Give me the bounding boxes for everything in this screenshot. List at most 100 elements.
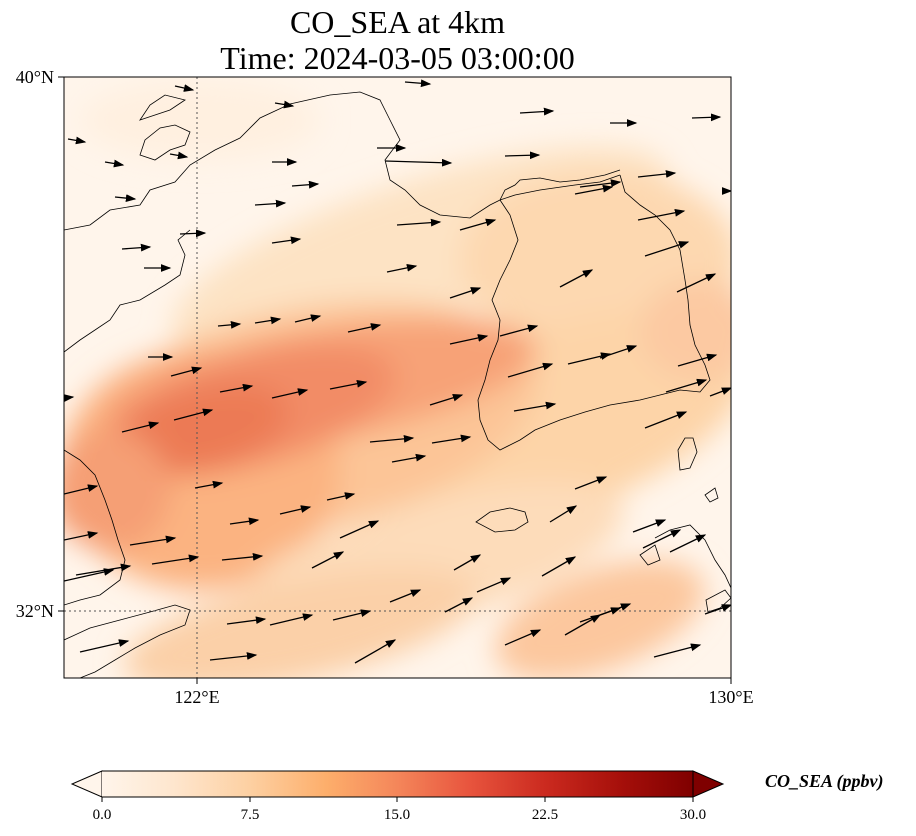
wind-arrow-icon (79, 639, 130, 653)
wind-arrow-icon (476, 577, 512, 593)
wind-arrow-icon (179, 229, 207, 238)
wind-arrow-icon (329, 379, 368, 390)
wind-arrow-icon (499, 324, 539, 337)
wind-arrow-icon (209, 652, 258, 661)
wind-arrow-icon (217, 320, 242, 329)
wind-arrow-icon (549, 505, 578, 523)
wind-arrow-icon (691, 113, 722, 122)
wind-arrow-icon (541, 556, 577, 577)
wind-arrow-icon (504, 629, 542, 646)
wind-arrow-icon (294, 314, 322, 323)
wind-arrow-icon (559, 269, 594, 288)
wind-arrow-icon (519, 107, 555, 116)
wind-arrow-icon (194, 480, 224, 489)
chart-title: CO_SEA at 4km (289, 4, 506, 40)
wind-arrow-icon (274, 100, 295, 109)
wind-arrow-icon (114, 194, 137, 202)
wind-arrow-icon (709, 387, 731, 397)
wind-arrow-icon (64, 484, 99, 495)
axis-ticks (58, 76, 732, 684)
wind-arrows (64, 79, 731, 664)
wind-arrow-icon (429, 393, 464, 406)
colorbar-label: CO_SEA (ppbv) (765, 771, 884, 791)
wind-arrow-icon (431, 434, 472, 444)
wind-arrow-icon (129, 535, 177, 546)
wind-arrow-icon (354, 639, 397, 664)
wind-arrow-icon (326, 492, 356, 501)
wind-arrow-icon (169, 151, 189, 160)
wind-arrow-icon (507, 362, 554, 378)
wind-arrow-icon (219, 383, 254, 393)
wind-arrow-icon (75, 563, 132, 576)
wind-arrow-icon (513, 401, 557, 412)
wind-arrow-icon (347, 323, 382, 333)
wind-arrow-icon (121, 421, 160, 433)
wind-arrow-icon (226, 616, 267, 625)
wind-arrow-icon (449, 334, 489, 345)
wind-arrow-icon (665, 378, 708, 393)
wind-arrow-icon (332, 609, 372, 621)
wind-arrow-icon (269, 613, 314, 626)
wind-arrow-icon (579, 179, 622, 188)
wind-arrow-icon (653, 643, 702, 658)
wind-arrow-icon (170, 366, 203, 377)
wind-arrow-icon (574, 476, 608, 490)
wind-arrow-icon (396, 218, 442, 227)
wind-arrow-icon (64, 568, 115, 582)
lat-label-40n: 40°N (15, 67, 54, 87)
lon-label-130e: 130°E (708, 687, 754, 707)
wind-arrow-icon (677, 353, 718, 367)
wind-arrow-icon (151, 554, 200, 565)
wind-arrow-icon (229, 517, 260, 526)
colorbar-gradient (102, 771, 693, 797)
wind-arrow-icon (404, 79, 432, 88)
wind-arrow-icon (121, 243, 152, 252)
wind-arrow-icon (174, 84, 195, 92)
colorbar (70, 770, 725, 802)
wind-arrow-icon (574, 184, 614, 195)
wind-arrow-icon (291, 180, 320, 189)
colorbar-tick-0: 0.0 (92, 807, 112, 823)
wind-arrow-icon (67, 136, 87, 145)
colorbar-tick-1: 7.5 (240, 807, 260, 823)
wind-arrow-icon (64, 531, 99, 541)
wind-arrow-icon (64, 394, 75, 402)
colorbar-extend-low (70, 770, 103, 798)
wind-arrow-icon (599, 345, 638, 359)
concentration-field (64, 80, 731, 678)
wind-arrow-icon (369, 434, 415, 443)
wind-arrow-icon (311, 551, 345, 569)
wind-arrow-icon (391, 453, 427, 463)
wind-arrow-icon (221, 553, 264, 561)
wind-arrow-icon (637, 208, 686, 221)
map-panel (64, 77, 731, 678)
colorbar-tick-2: 15.0 (383, 807, 411, 823)
wind-arrow-icon (564, 614, 602, 636)
wind-arrow-icon (669, 534, 707, 553)
wind-arrow-icon (632, 519, 667, 533)
wind-arrow-icon (642, 529, 682, 549)
chart-subtitle-time: Time: 2024-03-05 03:00:00 (220, 40, 575, 76)
map-frame (63, 76, 732, 679)
wind-arrow-icon (386, 264, 418, 273)
wind-arrow-icon (271, 388, 309, 399)
lat-label-32n: 32°N (15, 601, 54, 621)
coastlines (64, 91, 731, 678)
wind-arrow-icon (339, 520, 380, 539)
colorbar-extend-high (692, 770, 725, 798)
wind-arrow-icon (504, 151, 541, 160)
wind-arrow-icon (389, 589, 422, 603)
wind-arrow-icon (637, 170, 677, 178)
lon-label-122e: 122°E (174, 687, 220, 707)
wind-arrow-icon (459, 218, 497, 231)
wind-arrow-icon (676, 273, 717, 293)
wind-arrow-icon (384, 158, 453, 167)
wind-arrow-icon (254, 199, 287, 208)
wind-arrow-icon (704, 604, 731, 615)
wind-arrow-icon (279, 505, 312, 515)
wind-arrow-icon (567, 352, 612, 365)
wind-arrow-icon (271, 236, 302, 245)
colorbar-tick-4: 30.0 (679, 807, 707, 823)
wind-arrow-icon (644, 241, 690, 257)
